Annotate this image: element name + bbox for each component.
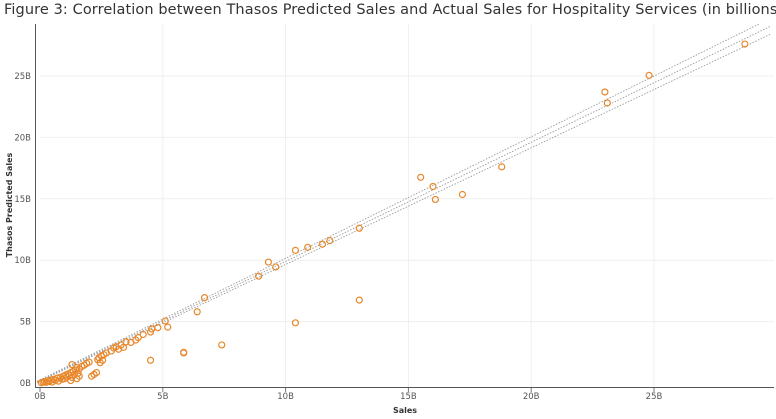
- data-point: [431, 195, 440, 204]
- data-point: [180, 348, 188, 356]
- data-point: [193, 308, 201, 316]
- y-tick-label: 20B: [14, 133, 31, 143]
- y-tick-label: 15B: [14, 195, 31, 205]
- y-tick-label: 5B: [20, 318, 31, 328]
- data-point: [122, 338, 130, 346]
- chart-title: Figure 3: Correlation between Thasos Pre…: [4, 2, 776, 18]
- data-point: [355, 296, 363, 304]
- data-point: [355, 224, 363, 232]
- tick-labels: 0B 5B 10B 15B 20B 25B 0B 5B 10B 15B 20B 25B: [14, 72, 662, 402]
- data-point: [603, 99, 611, 107]
- data-point: [272, 263, 280, 271]
- data-point: [601, 88, 609, 96]
- y-tick-label: 0B: [20, 379, 31, 389]
- data-point: [134, 333, 142, 342]
- data-point: [254, 272, 263, 280]
- data-point: [200, 294, 209, 302]
- x-tick-label: 5B: [157, 392, 168, 402]
- data-point: [164, 323, 172, 331]
- axes: [35, 24, 774, 388]
- data-point: [54, 377, 63, 385]
- data-point: [85, 358, 93, 366]
- data-point: [264, 258, 273, 266]
- y-tick-label: 25B: [14, 72, 31, 82]
- x-tick-label: 25B: [646, 392, 663, 402]
- data-point: [291, 246, 300, 254]
- data-point: [146, 356, 155, 364]
- data-point: [417, 173, 425, 181]
- data-point: [326, 236, 334, 245]
- data-point: [139, 330, 147, 339]
- trend-lines: [36, 24, 771, 384]
- x-axis-title: Sales: [393, 406, 417, 415]
- data-point: [318, 240, 327, 248]
- trend-line: [36, 33, 771, 384]
- x-tick-label: 15B: [400, 392, 417, 402]
- data-point: [741, 40, 749, 48]
- y-tick-label: 10B: [14, 256, 31, 266]
- data-point: [75, 372, 83, 380]
- x-tick-label: 0B: [34, 392, 45, 402]
- data-point: [56, 373, 64, 382]
- grid-layer: [40, 24, 774, 387]
- data-point: [161, 317, 169, 325]
- trend-line: [36, 25, 771, 383]
- data-point: [154, 324, 162, 332]
- data-points: [37, 40, 749, 387]
- data-point: [291, 319, 300, 327]
- x-tick-label: 10B: [277, 392, 294, 402]
- data-point: [458, 190, 467, 199]
- data-point: [218, 341, 226, 349]
- data-point: [498, 163, 506, 171]
- trend-line: [36, 24, 761, 383]
- data-point: [68, 360, 76, 369]
- data-point: [67, 376, 75, 385]
- data-point: [304, 243, 312, 251]
- y-axis-title: Thasos Predicted Sales: [5, 152, 14, 257]
- data-point: [645, 71, 653, 79]
- x-tick-label: 20B: [523, 392, 540, 402]
- data-point: [429, 182, 437, 191]
- data-point: [92, 368, 101, 377]
